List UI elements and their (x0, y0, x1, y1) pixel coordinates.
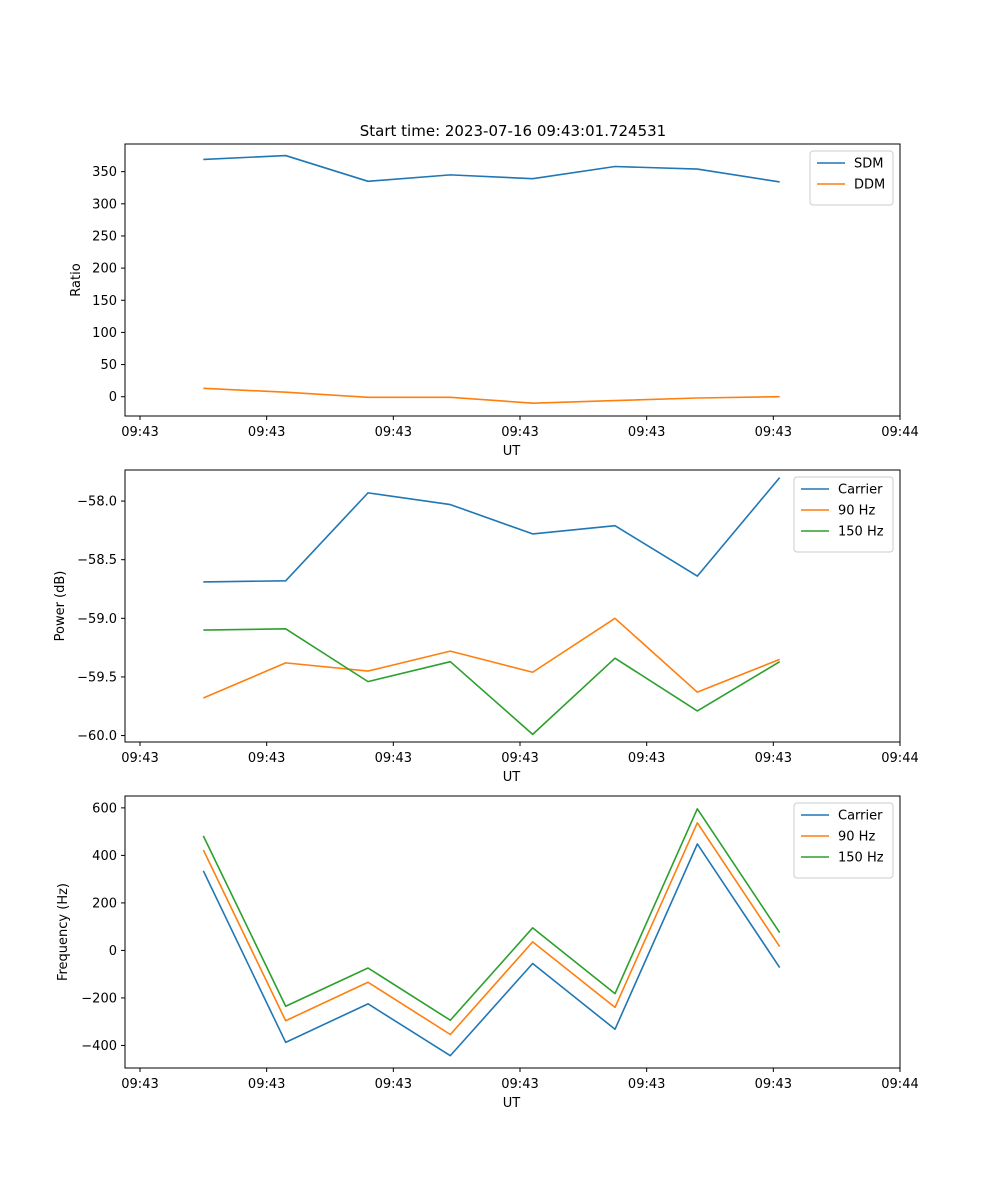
y-tick-label: 200 (92, 896, 117, 911)
legend-label: Carrier (838, 483, 883, 498)
legend-label: 90 Hz (838, 830, 875, 845)
x-axis-label: UT (503, 1096, 521, 1111)
x-tick-label: 09:43 (628, 425, 665, 440)
axes-frame (124, 795, 901, 1069)
y-tick-label: 200 (92, 262, 117, 277)
x-tick-label: 09:43 (501, 425, 538, 440)
x-tick-label: 09:43 (375, 1077, 412, 1092)
y-tick-label: −200 (81, 991, 117, 1006)
y-tick-label: −58.0 (77, 495, 117, 510)
x-tick-label: 09:43 (755, 751, 792, 766)
legend-label: SDM (854, 157, 883, 172)
y-tick-label: −58.5 (77, 553, 117, 568)
x-tick-label: 09:43 (121, 1077, 158, 1092)
y-tick-label: 350 (92, 165, 117, 180)
x-tick-label: 09:43 (501, 1077, 538, 1092)
x-tick-label: 09:43 (121, 751, 158, 766)
legend-box (809, 150, 894, 206)
x-tick-label: 09:43 (628, 751, 665, 766)
y-tick-label: −60.0 (77, 729, 117, 744)
y-tick-label: 0 (109, 390, 117, 405)
chart-3: 09:43 09:43 09:43 09:43 09:43 09:43 09:44 −400 −… (56, 795, 919, 1111)
y-tick-label: 150 (92, 294, 117, 309)
chart-2: 09:43 09:43 09:43 09:43 09:43 09:43 09:44 −60.0… (53, 469, 919, 785)
y-tick-label: −400 (81, 1039, 117, 1054)
x-tick-label: 09:44 (881, 751, 918, 766)
legend-box (793, 802, 894, 879)
y-axis-label: Frequency (Hz) (56, 883, 71, 981)
x-tick-label: 09:43 (248, 1077, 285, 1092)
series-line-carrier (202, 843, 781, 1057)
series-line-sdm (203, 154, 780, 183)
y-tick-label: 50 (100, 358, 117, 373)
series-line-150-hz (202, 808, 781, 1022)
legend: Carrier 90 Hz 150 Hz (793, 476, 894, 553)
y-tick-label: 600 (92, 801, 117, 816)
y-tick-label: −59.5 (77, 670, 117, 685)
y-tick-label: 300 (92, 197, 117, 212)
y-axis-label: Power (dB) (53, 571, 68, 642)
y-tick-label: 250 (92, 229, 117, 244)
legend: SDM DDM (809, 150, 894, 206)
y-axis-label: Ratio (69, 263, 84, 296)
legend-label: 150 Hz (838, 525, 884, 540)
series-line-90-hz (203, 617, 780, 699)
x-tick-label: 09:43 (248, 751, 285, 766)
x-tick-label: 09:43 (755, 425, 792, 440)
y-tick-label: −59.0 (77, 612, 117, 627)
x-tick-label: 09:44 (881, 1077, 918, 1092)
x-tick-label: 09:43 (628, 1077, 665, 1092)
x-tick-label: 09:43 (375, 751, 412, 766)
series-line-150-hz (203, 628, 781, 736)
x-tick-label: 09:43 (248, 425, 285, 440)
x-axis-label: UT (503, 444, 521, 459)
y-tick-label: 400 (92, 849, 117, 864)
charts-container: 09:43 09:43 09:43 09:43 09:43 09:43 09:44 0 50 10… (53, 143, 919, 1111)
chart-1: 09:43 09:43 09:43 09:43 09:43 09:43 09:44 0 50 10… (69, 143, 919, 459)
y-tick-label: 0 (109, 944, 117, 959)
axes-frame (124, 143, 901, 417)
series-line-90-hz (202, 822, 781, 1036)
figure-title: Start time: 2023-07-16 09:43:01.724531 (360, 122, 666, 140)
axes-frame (124, 469, 901, 743)
x-tick-label: 09:43 (375, 425, 412, 440)
x-tick-label: 09:43 (501, 751, 538, 766)
legend-label: 150 Hz (838, 851, 884, 866)
legend-label: DDM (854, 178, 885, 193)
series-line-carrier (203, 477, 781, 583)
x-tick-label: 09:43 (755, 1077, 792, 1092)
legend-label: Carrier (838, 809, 883, 824)
x-axis-label: UT (503, 770, 521, 785)
legend: Carrier 90 Hz 150 Hz (793, 802, 894, 879)
legend-box (793, 476, 894, 553)
legend-label: 90 Hz (838, 504, 875, 519)
series-line-ddm (203, 387, 780, 404)
x-tick-label: 09:43 (121, 425, 158, 440)
y-tick-label: 100 (92, 326, 117, 341)
x-tick-label: 09:44 (881, 425, 918, 440)
